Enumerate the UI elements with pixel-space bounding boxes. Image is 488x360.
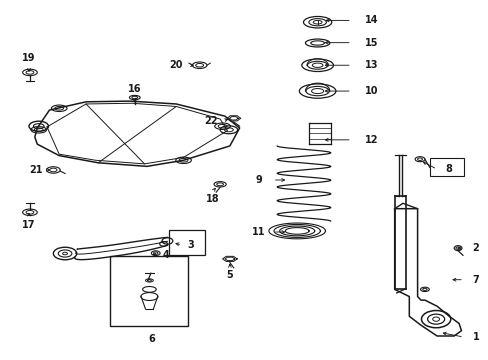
Text: 7: 7	[472, 275, 479, 285]
Text: 15: 15	[364, 38, 377, 48]
Text: 4: 4	[163, 249, 169, 260]
Bar	[168, 230, 205, 255]
Text: 16: 16	[128, 84, 141, 94]
Text: 3: 3	[187, 240, 194, 250]
Text: 12: 12	[364, 135, 377, 145]
Text: 22: 22	[204, 116, 218, 126]
Text: 8: 8	[445, 164, 452, 174]
Text: 13: 13	[364, 60, 377, 70]
Bar	[110, 256, 188, 326]
Text: 5: 5	[226, 270, 233, 280]
Text: 9: 9	[255, 175, 262, 185]
Text: 18: 18	[205, 194, 219, 204]
Text: 10: 10	[364, 86, 377, 96]
Text: 2: 2	[472, 243, 479, 253]
Text: 20: 20	[169, 60, 183, 70]
Text: 6: 6	[148, 333, 155, 343]
Text: 1: 1	[472, 332, 479, 342]
Text: 21: 21	[29, 165, 42, 175]
Bar	[429, 158, 463, 176]
Text: 17: 17	[22, 220, 36, 230]
Text: 11: 11	[252, 227, 265, 237]
Text: 14: 14	[364, 15, 377, 26]
Text: 19: 19	[22, 53, 36, 63]
